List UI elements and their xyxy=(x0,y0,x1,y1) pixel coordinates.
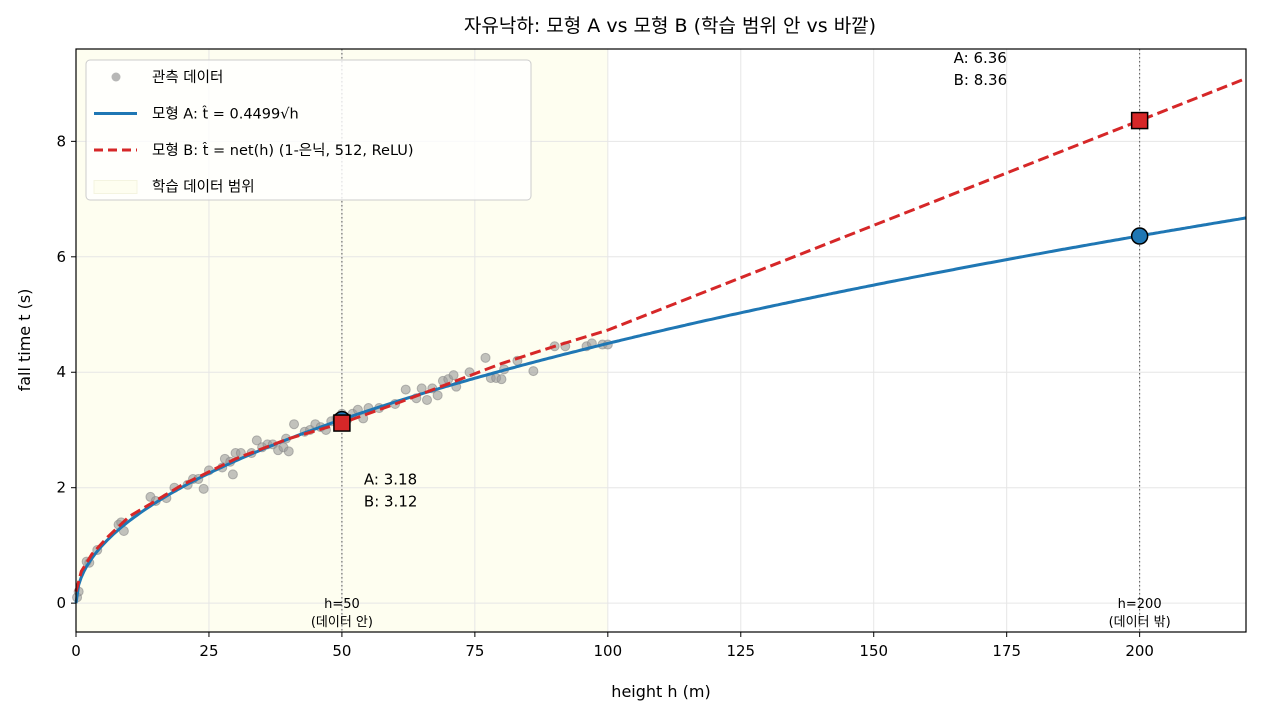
legend-patch-icon xyxy=(93,180,138,194)
observation-point xyxy=(448,370,459,381)
vline-label: h=200 xyxy=(1118,597,1162,612)
annotation-b: B: 3.12 xyxy=(364,493,418,511)
observation-point xyxy=(496,374,507,385)
legend-label: 모형 A: t̂ = 0.4499√h xyxy=(152,106,299,123)
model-b-line xyxy=(74,77,1247,592)
x-tick-label: 150 xyxy=(859,642,888,660)
legend-box xyxy=(85,59,532,201)
observation-point xyxy=(422,394,432,405)
vline-sublabel: (데이터 밖) xyxy=(1109,615,1171,630)
observation-point xyxy=(251,435,262,446)
y-axis-label: fall time t (s) xyxy=(15,289,34,392)
observation-point xyxy=(400,384,411,395)
chart-title: 자유낙하: 모형 A vs 모형 B (학습 범위 안 vs 바깥) xyxy=(464,15,876,37)
model-a-marker xyxy=(1130,227,1149,245)
model-b-marker xyxy=(1130,111,1149,130)
annotation-a: A: 3.18 xyxy=(364,471,417,489)
y-tick-label: 4 xyxy=(56,363,66,381)
y-tick-label: 6 xyxy=(56,248,66,266)
legend-label: 관측 데이터 xyxy=(152,69,223,86)
vline-label: h=50 xyxy=(324,597,360,612)
x-tick-label: 100 xyxy=(593,642,622,660)
legend-label: 모형 B: t̂ = net(h) (1-은닉, 512, ReLU) xyxy=(152,142,414,159)
observation-point xyxy=(432,390,443,401)
model-a-line xyxy=(74,216,1247,604)
observation-point xyxy=(198,483,209,494)
x-tick-label: 175 xyxy=(992,642,1021,660)
x-tick-label: 75 xyxy=(465,642,484,660)
observation-point xyxy=(289,419,300,430)
observation-point xyxy=(283,446,294,457)
x-tick-label: 0 xyxy=(71,642,81,660)
plot-frame xyxy=(75,48,1247,633)
observation-point xyxy=(480,352,491,363)
annotation-b: B: 8.36 xyxy=(954,71,1008,89)
observation-point xyxy=(528,366,539,377)
annotation-a: A: 6.36 xyxy=(954,49,1007,67)
x-tick-label: 50 xyxy=(332,642,351,660)
x-tick-label: 25 xyxy=(199,642,218,660)
legend-label: 학습 데이터 범위 xyxy=(152,179,255,196)
vline-sublabel: (데이터 안) xyxy=(311,615,373,630)
y-tick-label: 0 xyxy=(56,594,66,612)
legend-marker-icon xyxy=(111,72,121,82)
model-b-marker xyxy=(333,414,351,432)
x-tick-label: 125 xyxy=(726,642,755,660)
y-tick-label: 2 xyxy=(56,479,66,497)
x-tick-label: 200 xyxy=(1125,642,1154,660)
observation-point xyxy=(227,469,238,480)
y-tick-label: 8 xyxy=(56,132,66,150)
x-axis-label: height h (m) xyxy=(611,682,710,701)
